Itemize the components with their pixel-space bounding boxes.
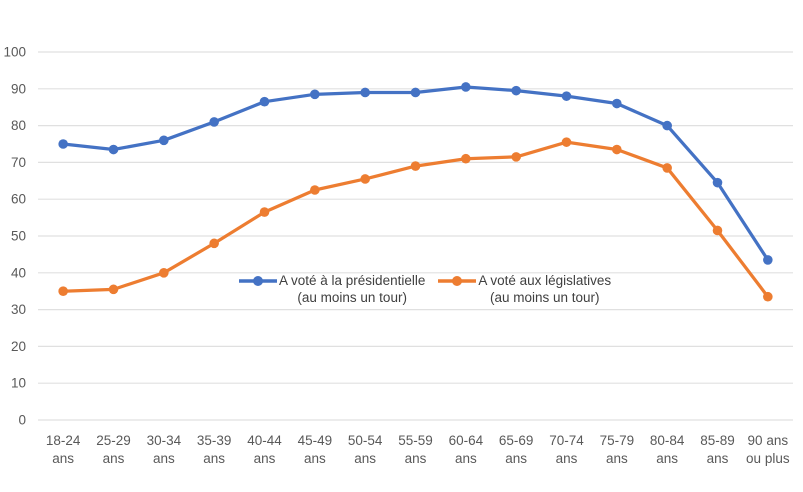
x-axis-tick-label: ans [455,451,477,466]
marker-presidentielle-45-49-ans [310,89,320,100]
marker-presidentielle-35-39-ans [209,117,219,127]
x-axis-tick-label: ans [153,451,175,466]
x-axis-tick-label: 75-79 [600,433,635,448]
x-axis-tick-label: 25-29 [96,433,131,448]
marker-legislatives-30-34-ans [159,268,169,278]
x-axis-tick-label: ans [656,451,678,466]
x-axis-tick-label: 18-24 [46,433,81,448]
marker-presidentielle-85-89-ans [712,177,723,188]
y-axis-tick-label: 20 [11,339,26,354]
chart-legend: A voté à la présidentielle (au moins un … [239,272,611,306]
x-axis-tick-label: ans [254,451,276,466]
legend-label-line: A voté aux législatives [478,273,612,288]
x-axis-tick-label: 90 ans [748,433,789,448]
x-axis-tick-label: ans [556,451,578,466]
marker-legislatives-55-59-ans [410,161,421,171]
marker-legislatives-75-79-ans [612,144,622,155]
x-axis-tick-label: ans [354,451,376,466]
marker-legislatives-35-39-ans [209,238,219,249]
x-axis-tick-label: ans [405,451,427,466]
marker-legislatives-85-89-ans [712,225,723,236]
x-axis-tick-label: 70-74 [549,433,584,448]
x-axis-tick-label: ans [707,451,729,466]
marker-presidentielle-40-44-ans [259,96,270,107]
x-axis-tick-label: 35-39 [197,433,232,448]
legend-label-line: (au moins un tour) [297,290,407,305]
marker-presidentielle-65-69-ans [511,85,521,96]
marker-presidentielle-30-34-ans [159,135,169,146]
marker-presidentielle-18-24-ans [58,139,68,149]
y-axis-tick-label: 30 [11,302,26,317]
legend-item-legislatives: A voté aux législatives (au moins un tou… [438,272,611,306]
marker-presidentielle-25-29-ans [108,144,119,155]
x-axis-tick-label: 65-69 [499,433,534,448]
legend-line-marker-legislatives-icon [438,276,477,286]
x-axis-tick-label: 40-44 [247,433,282,448]
y-axis-tick-label: 80 [11,118,26,133]
y-axis-tick-label: 10 [11,376,26,391]
y-axis-tick-label: 50 [11,229,26,244]
marker-presidentielle-90-ans-ou-plus [763,255,773,265]
x-axis-tick-label: ans [304,451,326,466]
x-axis-tick-label: 55-59 [398,433,433,448]
x-axis-tick-label: ans [505,451,527,466]
legend-label-legislatives: A voté aux législatives (au moins un tou… [478,272,611,306]
marker-legislatives-18-24-ans [58,286,68,297]
marker-legislatives-65-69-ans [511,152,521,162]
marker-presidentielle-70-74-ans [561,91,572,101]
y-axis-tick-label: 100 [3,45,26,60]
x-axis-tick-label: 60-64 [449,433,484,448]
marker-legislatives-90-ans-ou-plus [763,291,773,302]
marker-presidentielle-55-59-ans [410,87,421,98]
x-axis-tick-label: ans [203,451,225,466]
y-axis-tick-label: 70 [11,155,26,170]
marker-legislatives-80-84-ans [662,163,672,173]
y-axis-tick-label: 60 [11,192,26,207]
legend-label-line: (au moins un tour) [489,290,600,305]
marker-legislatives-25-29-ans [108,284,119,295]
y-axis-tick-label: 40 [11,265,26,280]
marker-presidentielle-80-84-ans [662,120,672,131]
x-axis-tick-label: 50-54 [348,433,383,448]
series-line-presidentielle [61,85,770,262]
x-axis-tick-label: 80-84 [650,433,685,448]
marker-legislatives-60-64-ans [461,153,471,164]
marker-legislatives-70-74-ans [561,137,572,147]
legend-line-marker-presidentielle-icon [239,276,277,286]
marker-presidentielle-50-54-ans [360,87,370,98]
x-axis-tick-label: 45-49 [298,433,333,448]
marker-legislatives-45-49-ans [310,185,320,195]
x-axis-tick-label: ans [103,451,125,466]
marker-legislatives-50-54-ans [360,174,370,184]
x-axis-tick-label: 85-89 [700,433,735,448]
marker-presidentielle-75-79-ans [612,98,622,109]
marker-legislatives-40-44-ans [259,207,270,217]
y-axis-tick-label: 0 [18,413,26,428]
x-axis-tick-label: ans [52,451,74,466]
x-axis-tick-label: 30-34 [147,433,182,448]
legend-item-presidentielle: A voté à la présidentielle (au moins un … [239,272,425,306]
legend-label-presidentielle: A voté à la présidentielle (au moins un … [279,272,425,306]
marker-presidentielle-60-64-ans [461,82,471,92]
x-axis-tick-label: ou plus [746,451,790,466]
y-axis-tick-label: 90 [11,81,26,96]
x-axis-tick-label: ans [606,451,628,466]
legend-label-line: A voté à la présidentielle [279,273,426,288]
